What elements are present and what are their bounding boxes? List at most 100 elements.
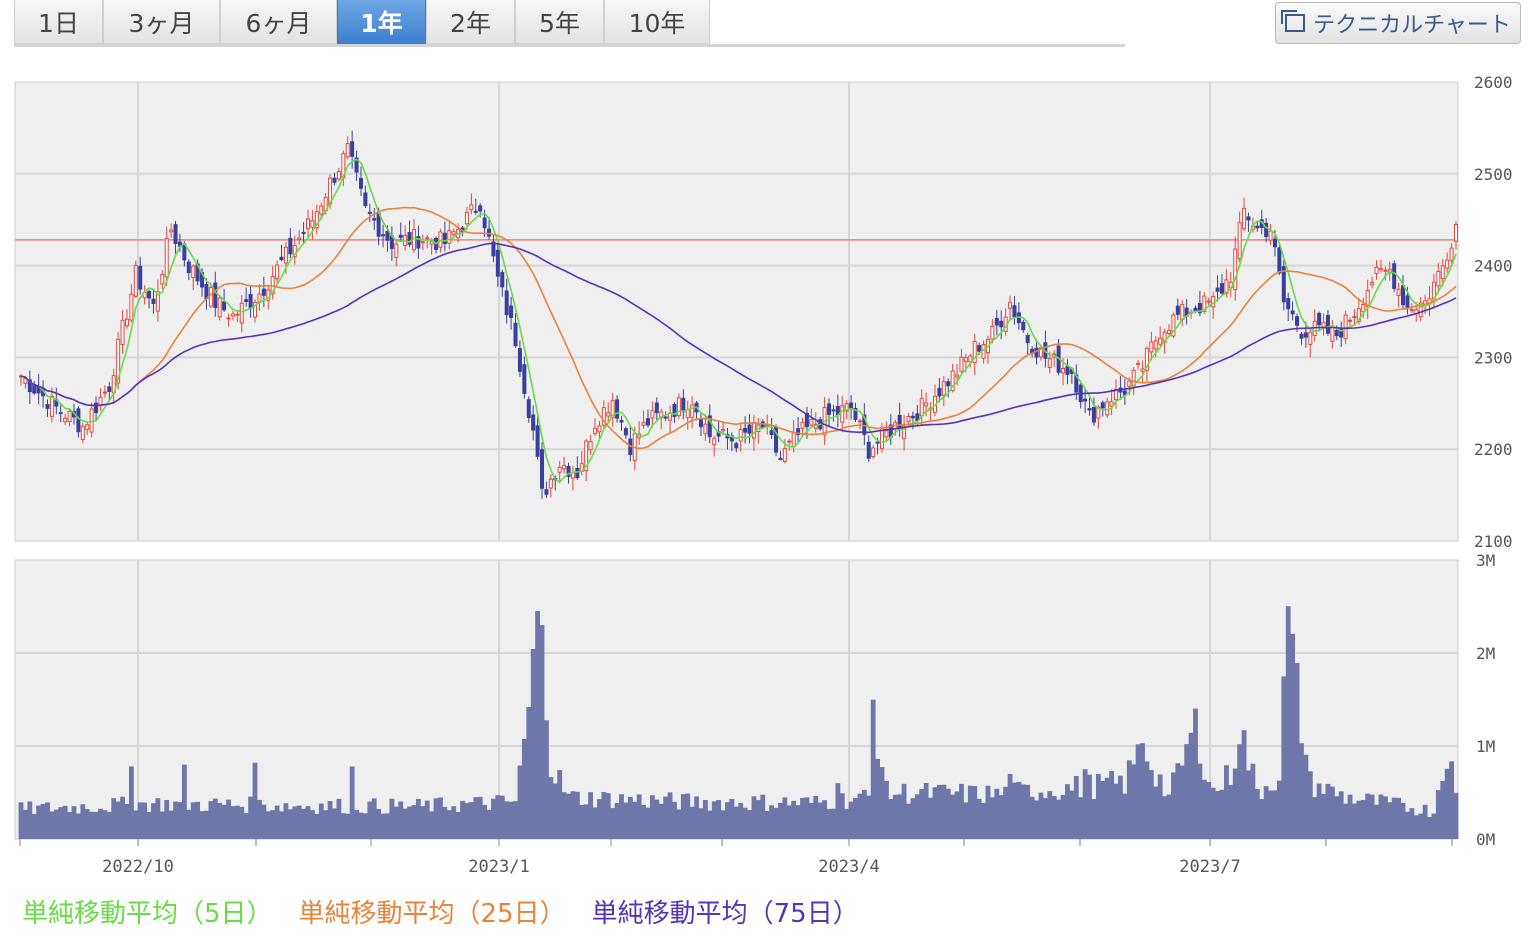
volume-bar <box>1369 794 1375 839</box>
tab-6m[interactable]: 6ヶ月 <box>220 0 337 44</box>
volume-bar <box>1122 793 1128 839</box>
tab-10y[interactable]: 10年 <box>604 0 710 44</box>
volume-bar <box>1104 777 1110 839</box>
volume-bar <box>1166 794 1172 839</box>
candle-body <box>1167 329 1171 335</box>
volume-bar <box>1391 797 1397 839</box>
volume-bar <box>1162 796 1167 839</box>
volume-bar <box>517 765 523 839</box>
volume-bar <box>327 801 333 839</box>
volume-bar <box>791 800 797 839</box>
volume-bar <box>199 811 205 839</box>
volume-bar <box>345 813 351 839</box>
volume-bar <box>1140 743 1145 839</box>
volume-bar <box>195 801 201 839</box>
volume-bar <box>1144 761 1150 839</box>
volume-bar <box>676 809 682 839</box>
volume-bar <box>1051 796 1057 839</box>
volume-bar <box>923 782 929 839</box>
tab-1y[interactable]: 1年 <box>337 0 426 44</box>
volume-bar <box>1206 782 1212 839</box>
volume-bar <box>822 800 828 839</box>
candle-body <box>809 419 814 426</box>
volume-bar <box>786 805 792 839</box>
volume-bar <box>729 798 735 839</box>
tab-3m[interactable]: 3ヶ月 <box>103 0 220 44</box>
candle-body <box>169 229 174 233</box>
volume-bar <box>967 785 973 839</box>
candle-body <box>89 408 94 433</box>
candle-body <box>155 291 160 312</box>
volume-bar <box>747 810 752 839</box>
volume-bar <box>265 811 271 839</box>
volume-bar <box>826 808 832 839</box>
volume-bar <box>760 794 766 839</box>
volume-bar <box>1025 784 1031 839</box>
volume-bar <box>455 811 461 839</box>
volume-bar <box>932 787 938 839</box>
volume-bar <box>526 707 532 839</box>
volume-bar <box>1078 797 1084 839</box>
volume-bar <box>257 799 262 839</box>
candle-body <box>1365 289 1370 307</box>
candle-body <box>941 381 946 396</box>
candle-body <box>464 212 469 225</box>
volume-bar <box>597 799 602 839</box>
volume-bar <box>1153 786 1159 839</box>
volume-bar <box>804 797 810 839</box>
volume-bar <box>310 810 315 839</box>
candle-body <box>107 386 112 392</box>
volume-bar <box>1347 794 1353 839</box>
volume-bar <box>1135 744 1141 839</box>
volume-bar <box>994 788 1000 839</box>
volume-bar <box>1374 804 1379 839</box>
volume-bar <box>985 785 991 839</box>
volume-bar <box>535 611 541 839</box>
volume-bar <box>632 801 638 839</box>
volume-bar <box>433 798 439 839</box>
volume-bar <box>239 806 245 839</box>
candle-body <box>707 415 712 438</box>
volume-bar <box>1100 780 1106 839</box>
candle-body <box>76 408 81 433</box>
candle-body <box>690 404 695 418</box>
volume-bar <box>751 796 757 839</box>
volume-bar <box>155 798 161 839</box>
candle-body <box>1114 388 1119 401</box>
volume-bar <box>128 766 134 839</box>
volume-bar <box>636 794 642 839</box>
volume-bar <box>725 802 730 839</box>
volume-bar <box>1219 789 1225 839</box>
candle-body <box>367 211 372 214</box>
candle-body <box>924 402 929 407</box>
volume-bar <box>1343 803 1349 839</box>
tab-5y[interactable]: 5年 <box>515 0 604 44</box>
tab-2y[interactable]: 2年 <box>426 0 515 44</box>
candle-body <box>1308 331 1313 346</box>
candle-body <box>1440 265 1445 280</box>
candle-body <box>253 302 258 318</box>
candle-body <box>919 398 924 417</box>
volume-bar <box>1294 663 1300 839</box>
volume-bar <box>941 784 947 839</box>
candle-body <box>1175 305 1180 315</box>
candle-body <box>407 232 412 245</box>
tab-1d[interactable]: 1日 <box>14 0 103 44</box>
volume-bar <box>495 795 501 839</box>
volume-bar <box>1232 768 1238 839</box>
price-tick-label: 2200 <box>1474 440 1513 459</box>
candle-body <box>147 291 152 299</box>
candle-body <box>517 348 522 372</box>
candle-body <box>442 232 447 245</box>
volume-bar <box>906 803 911 839</box>
volume-bar <box>371 798 377 839</box>
volume-bar <box>733 806 739 839</box>
period-tabs: 1日 3ヶ月 6ヶ月 1年 2年 5年 10年 <box>14 0 1125 47</box>
legend: 単純移動平均（5日） 単純移動平均（25日） 単純移動平均（75日） <box>22 893 859 930</box>
technical-chart-button[interactable]: テクニカルチャート <box>1275 2 1521 44</box>
candle-body <box>1383 269 1388 272</box>
candle-body <box>1233 248 1238 290</box>
volume-bar <box>142 802 148 839</box>
volume-bar <box>645 807 651 839</box>
volume-bar <box>1382 796 1388 839</box>
